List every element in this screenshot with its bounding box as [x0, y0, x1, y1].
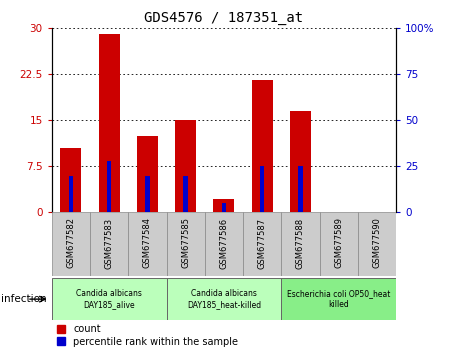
- Bar: [99, 34, 120, 212]
- Bar: [358, 212, 396, 276]
- Bar: [145, 176, 150, 212]
- Bar: [183, 176, 188, 212]
- Bar: [320, 212, 358, 276]
- Bar: [52, 212, 90, 276]
- Bar: [166, 278, 281, 320]
- Text: Candida albicans
DAY185_alive: Candida albicans DAY185_alive: [76, 289, 142, 309]
- Bar: [52, 278, 166, 320]
- Text: GSM677585: GSM677585: [181, 217, 190, 268]
- Bar: [128, 212, 166, 276]
- Text: infection: infection: [1, 294, 47, 304]
- Text: Candida albicans
DAY185_heat-killed: Candida albicans DAY185_heat-killed: [187, 289, 261, 309]
- Text: GSM677590: GSM677590: [373, 218, 382, 268]
- Text: GSM677582: GSM677582: [67, 217, 76, 268]
- Bar: [60, 148, 81, 212]
- Text: GSM677588: GSM677588: [296, 217, 305, 269]
- Legend: count, percentile rank within the sample: count, percentile rank within the sample: [57, 324, 238, 347]
- Bar: [137, 136, 158, 212]
- Text: GSM677584: GSM677584: [143, 217, 152, 268]
- Title: GDS4576 / 187351_at: GDS4576 / 187351_at: [144, 11, 303, 24]
- Bar: [243, 212, 281, 276]
- Bar: [68, 176, 73, 212]
- Bar: [213, 199, 234, 212]
- Bar: [166, 212, 205, 276]
- Bar: [298, 166, 303, 212]
- Bar: [90, 212, 128, 276]
- Bar: [205, 212, 243, 276]
- Text: GSM677583: GSM677583: [104, 217, 113, 269]
- Bar: [281, 278, 396, 320]
- Text: GSM677587: GSM677587: [257, 217, 266, 269]
- Bar: [252, 80, 273, 212]
- Text: GSM677589: GSM677589: [334, 217, 343, 268]
- Bar: [107, 161, 112, 212]
- Text: Escherichia coli OP50_heat
killed: Escherichia coli OP50_heat killed: [287, 289, 390, 309]
- Bar: [260, 166, 265, 212]
- Bar: [221, 203, 226, 212]
- Text: GSM677586: GSM677586: [220, 217, 228, 269]
- Bar: [290, 111, 311, 212]
- Bar: [281, 212, 320, 276]
- Bar: [175, 120, 196, 212]
